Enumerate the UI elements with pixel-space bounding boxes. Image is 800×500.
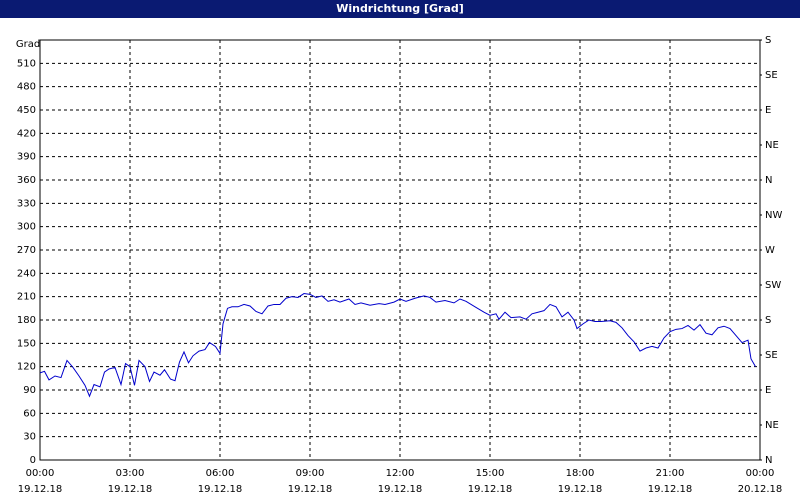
x-tick-date: 19.12.18 [468, 484, 513, 495]
y2-tick-label: SW [765, 280, 781, 291]
x-tick-date: 19.12.18 [288, 484, 333, 495]
y-tick-label: 120 [17, 362, 36, 373]
y-tick-label: 210 [17, 292, 36, 303]
y-tick-label: 30 [23, 432, 36, 443]
y2-tick-label: SE [765, 70, 778, 81]
y2-tick-label: E [765, 105, 771, 116]
x-tick-date: 19.12.18 [648, 484, 693, 495]
y-tick-label: 270 [17, 245, 36, 256]
title-bar [0, 0, 800, 18]
x-tick-label: 00:00 [26, 468, 55, 479]
x-tick-date: 19.12.18 [558, 484, 603, 495]
y2-tick-label: NW [765, 210, 782, 221]
y2-tick-label: NE [765, 420, 779, 431]
data-line [39, 293, 756, 398]
y2-tick-label: SE [765, 350, 778, 361]
y2-tick-label: S [765, 315, 771, 326]
y-tick-label: 150 [17, 338, 36, 349]
y-tick-label: 180 [17, 315, 36, 326]
y-axis-label: Grad [16, 39, 40, 50]
x-tick-label: 06:00 [206, 468, 235, 479]
y-tick-label: 330 [17, 198, 36, 209]
y-tick-label: 420 [17, 128, 36, 139]
y-tick-label: 480 [17, 82, 36, 93]
x-tick-date: 19.12.18 [108, 484, 153, 495]
y-tick-label: 60 [23, 408, 36, 419]
y-tick-label: 390 [17, 152, 36, 163]
x-tick-date: 19.12.18 [378, 484, 423, 495]
x-tick-label: 12:00 [386, 468, 415, 479]
y2-tick-label: S [765, 35, 771, 46]
y-tick-label: 450 [17, 105, 36, 116]
x-tick-date: 19.12.18 [18, 484, 63, 495]
x-tick-date: 20.12.18 [738, 484, 783, 495]
x-tick-label: 15:00 [476, 468, 505, 479]
y-tick-label: 0 [30, 455, 36, 466]
y-tick-label: 90 [23, 385, 36, 396]
y2-tick-label: W [765, 245, 775, 256]
x-tick-label: 03:00 [116, 468, 145, 479]
y-tick-label: 300 [17, 222, 36, 233]
x-tick-label: 09:00 [296, 468, 325, 479]
y2-tick-label: E [765, 385, 771, 396]
x-tick-label: 21:00 [656, 468, 685, 479]
y-tick-label: 360 [17, 175, 36, 186]
y2-tick-label: N [765, 455, 772, 466]
chart-title: Windrichtung [Grad] [336, 2, 464, 15]
y2-tick-label: NE [765, 140, 779, 151]
y2-tick-label: N [765, 175, 772, 186]
x-tick-label: 00:00 [746, 468, 775, 479]
x-tick-date: 19.12.18 [198, 484, 243, 495]
y-tick-label: 510 [17, 58, 36, 69]
x-tick-label: 18:00 [566, 468, 595, 479]
y-tick-label: 240 [17, 268, 36, 279]
